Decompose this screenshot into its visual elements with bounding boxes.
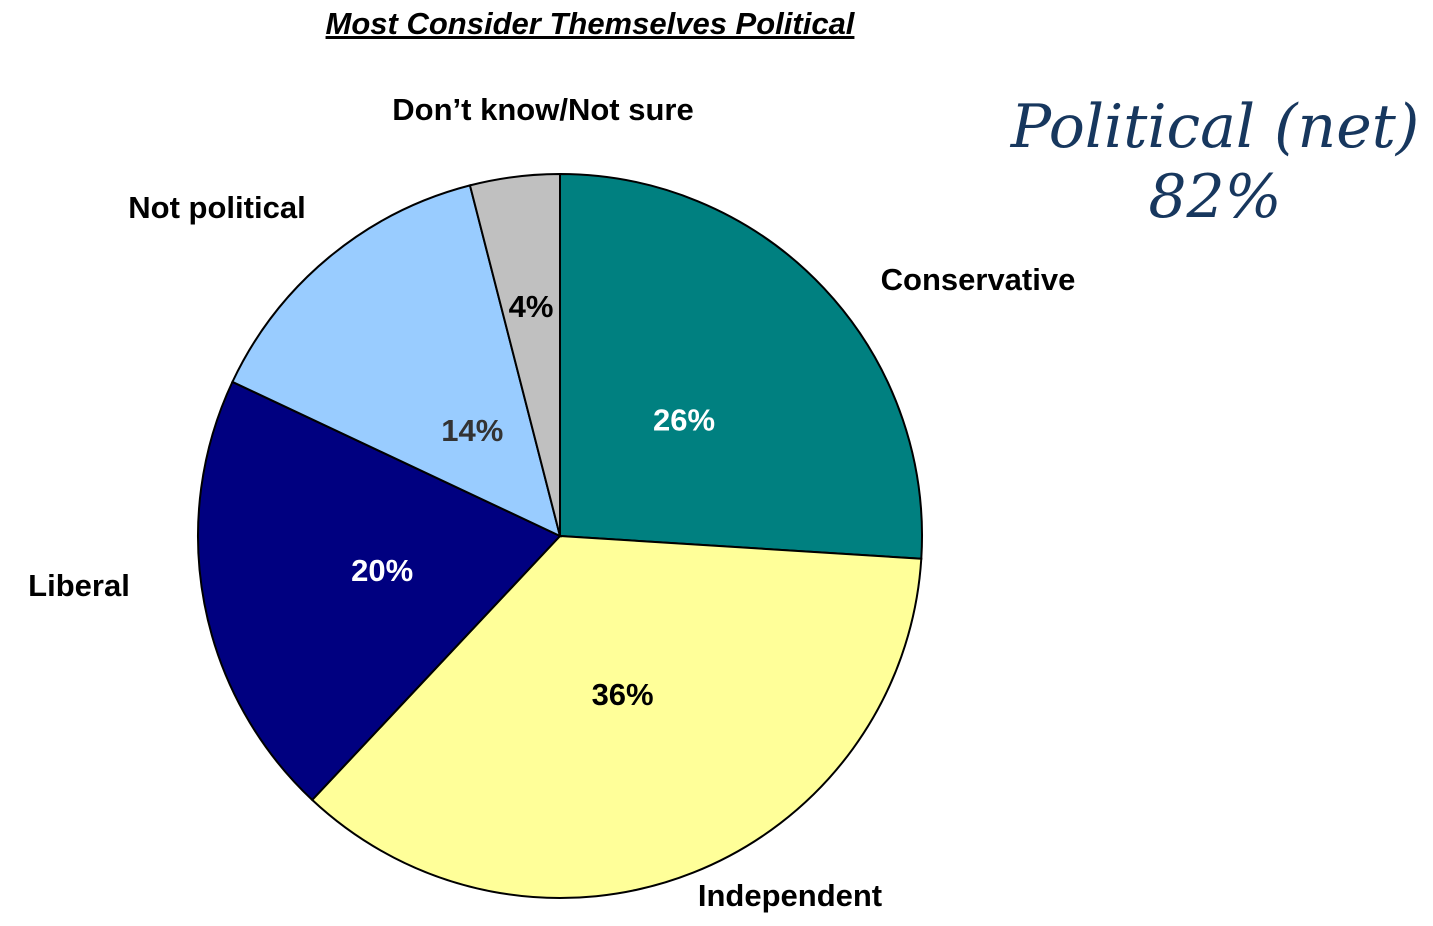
political-net-annotation: Political (net) 82% <box>1000 92 1430 232</box>
value-label-liberal: 20% <box>351 553 413 588</box>
value-label-independent: 36% <box>592 677 654 712</box>
pie-value-labels: 26% 36% 20% 14% 4% <box>351 289 715 712</box>
pie-slices <box>197 172 923 899</box>
annotation-label: Political (net) <box>1010 92 1420 162</box>
pie-slice-liberal <box>197 380 562 802</box>
category-label-liberal: Liberal <box>28 568 130 603</box>
chart-title: Most Consider Themselves Political <box>325 6 855 41</box>
category-label-conservative: Conservative <box>881 262 1076 297</box>
category-label-don-t-know-not-sure: Don’t know/Not sure <box>392 92 693 127</box>
pie-slice-conservative <box>559 172 923 560</box>
pie-slice-don-t-know-not-sure <box>468 172 561 537</box>
value-label-don-t-know-not-sure: 4% <box>509 289 554 324</box>
pie-slice-independent <box>310 534 923 899</box>
pie-category-labels: Conservative Independent Liberal Not politi… <box>28 92 1075 913</box>
category-label-not-political: Not political <box>128 190 305 225</box>
pie-slice-not-political <box>231 184 562 538</box>
value-label-not-political: 14% <box>441 413 503 448</box>
category-label-independent: Independent <box>698 878 882 913</box>
value-label-conservative: 26% <box>653 403 715 438</box>
annotation-value: 82% <box>1148 162 1282 232</box>
